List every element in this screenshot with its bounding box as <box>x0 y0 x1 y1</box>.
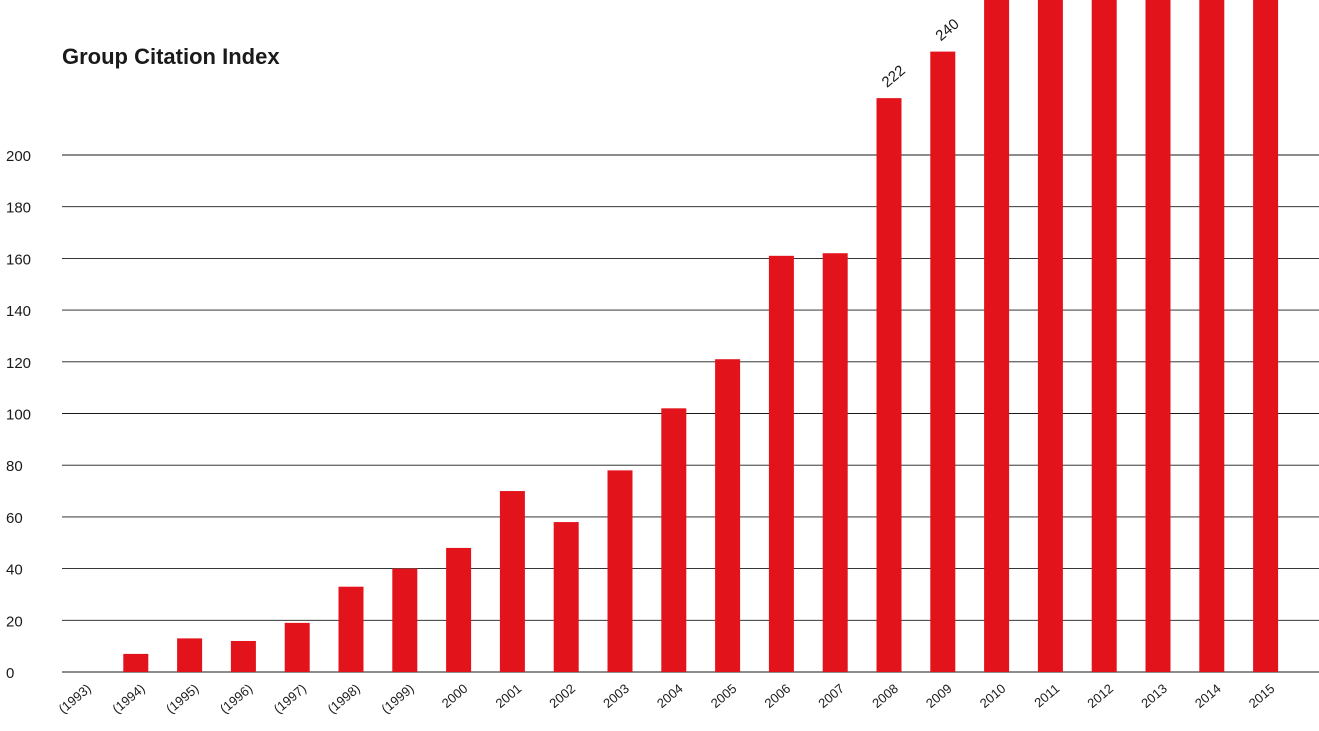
bar-2014 <box>1199 0 1225 672</box>
chart-title: Group Citation Index <box>62 44 280 69</box>
x-tick-label: (1999) <box>378 681 416 717</box>
bar-2015 <box>1253 0 1279 672</box>
y-tick-label: 180 <box>6 200 31 217</box>
y-tick-label: 0 <box>6 665 14 682</box>
bar-2011 <box>1037 0 1063 672</box>
bar-1998 <box>338 586 364 672</box>
x-tick-label: 2009 <box>923 681 955 711</box>
x-tick-label: 2002 <box>546 681 578 711</box>
y-tick-label: 200 <box>6 148 31 165</box>
y-tick-label: 20 <box>6 613 23 630</box>
x-tick-label: 2001 <box>493 681 525 711</box>
bar-2013 <box>1145 0 1171 672</box>
x-tick-label: (1997) <box>271 681 309 717</box>
bar-2001 <box>499 491 525 672</box>
x-tick-label: (1994) <box>109 681 147 717</box>
y-tick-label: 40 <box>6 562 23 579</box>
gridlines <box>62 154 1319 673</box>
x-axis-ticks: (1993) (1994) (1995) (1996) (1997) (1998) (199… <box>56 681 1278 717</box>
bar-2004 <box>661 408 687 672</box>
bar-2008 <box>876 98 902 672</box>
x-tick-label: 2003 <box>600 681 632 711</box>
x-tick-label: 2006 <box>762 681 794 711</box>
bar-2003 <box>607 470 633 672</box>
x-tick-label: (1996) <box>217 681 255 717</box>
x-tick-label: 2007 <box>815 681 847 711</box>
bar-2012 <box>1091 0 1117 672</box>
bar-2000 <box>446 547 472 672</box>
bar-1999 <box>392 568 418 672</box>
y-tick-label: 60 <box>6 510 23 527</box>
bar-2007 <box>822 253 848 673</box>
x-tick-label: 2010 <box>977 681 1009 711</box>
y-axis-ticks: 0 20 40 60 80 100 120 140 160 180 200 <box>6 148 31 682</box>
x-tick-label: (1998) <box>325 681 363 717</box>
x-tick-label: 2000 <box>439 681 471 711</box>
y-tick-label: 140 <box>6 303 31 320</box>
data-label: 222 <box>879 62 909 91</box>
bars <box>123 0 1279 673</box>
x-tick-label: 2004 <box>654 681 686 711</box>
bar-2006 <box>768 255 794 672</box>
y-tick-label: 80 <box>6 458 23 475</box>
data-label: 240 <box>932 16 962 45</box>
bar-1995 <box>177 638 203 672</box>
bar-2009 <box>930 51 956 673</box>
bar-2005 <box>715 359 741 672</box>
bar-1994 <box>123 653 149 672</box>
bar-2002 <box>553 522 579 672</box>
bar-1997 <box>284 622 310 672</box>
y-tick-label: 160 <box>6 251 31 268</box>
x-tick-label: 2014 <box>1192 681 1224 711</box>
x-tick-label: (1995) <box>163 681 201 717</box>
x-tick-label: 2012 <box>1084 681 1116 711</box>
x-tick-label: 2008 <box>869 681 901 711</box>
x-tick-label: 2005 <box>708 681 740 711</box>
x-tick-label: 2015 <box>1246 681 1278 711</box>
bar-1996 <box>230 640 256 672</box>
y-tick-label: 120 <box>6 355 31 372</box>
x-tick-label: (1993) <box>56 681 94 717</box>
y-tick-label: 100 <box>6 407 31 424</box>
x-tick-label: 2013 <box>1138 681 1170 711</box>
bar-2010 <box>984 0 1010 672</box>
x-tick-label: 2011 <box>1031 681 1062 710</box>
